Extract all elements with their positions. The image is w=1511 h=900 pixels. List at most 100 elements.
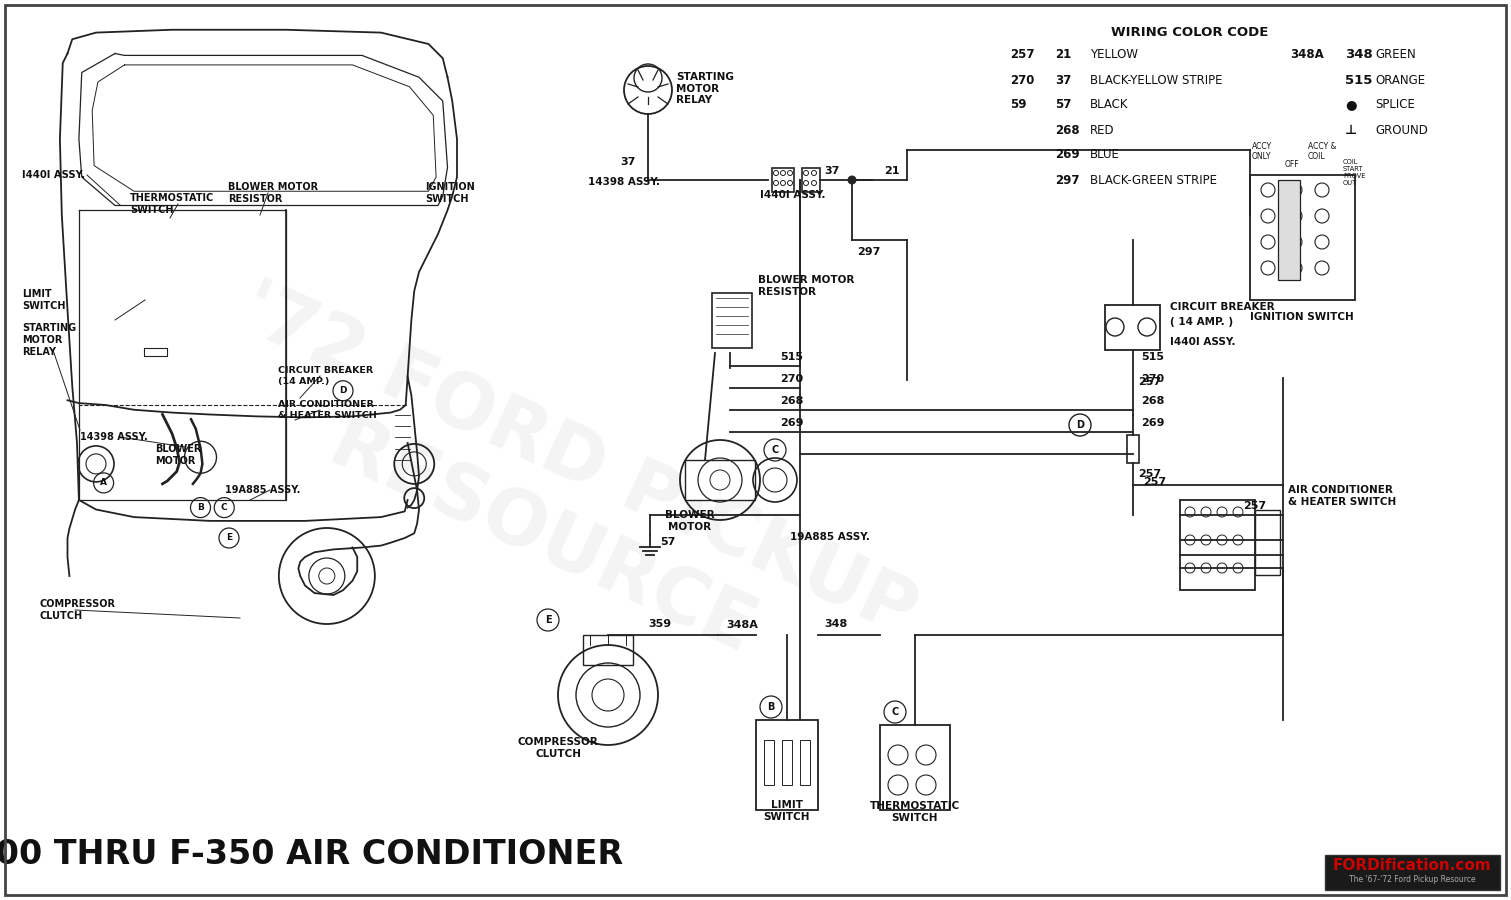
Text: BLUE: BLUE [1089, 148, 1120, 161]
Text: SPLICE: SPLICE [1375, 98, 1414, 112]
Bar [583, 635, 633, 665]
Text: STARTING
MOTOR
RELAY: STARTING MOTOR RELAY [675, 72, 734, 105]
Text: GROUND: GROUND [1375, 123, 1428, 137]
Bar [684, 460, 756, 500]
Text: 37: 37 [620, 157, 635, 167]
Text: 515: 515 [1345, 74, 1372, 86]
Text: 268: 268 [1141, 396, 1165, 406]
Text: BLOWER
MOTOR: BLOWER MOTOR [156, 445, 201, 466]
Text: BLOWER
MOTOR: BLOWER MOTOR [665, 510, 715, 532]
Text: I440I ASSY.: I440I ASSY. [1170, 337, 1236, 347]
Text: BLOWER MOTOR
RESISTOR: BLOWER MOTOR RESISTOR [228, 182, 319, 203]
Text: 270: 270 [780, 374, 804, 384]
Text: 37: 37 [1055, 74, 1071, 86]
Text: COIL
START
PROVE
OUT: COIL START PROVE OUT [1343, 159, 1366, 186]
Text: ACCY
ONLY: ACCY ONLY [1253, 141, 1272, 161]
Bar [684, 460, 756, 500]
Text: ( 14 AMP. ): ( 14 AMP. ) [1170, 317, 1233, 327]
Bar [1250, 175, 1355, 300]
Text: 37: 37 [823, 166, 840, 176]
Text: I440I ASSY.: I440I ASSY. [760, 190, 825, 200]
Text: I440I ASSY.: I440I ASSY. [23, 170, 85, 180]
Text: B: B [196, 503, 204, 512]
Bar [756, 720, 817, 810]
Text: IGNITION
SWITCH: IGNITION SWITCH [425, 182, 474, 203]
Text: GREEN: GREEN [1375, 49, 1416, 61]
Text: 57: 57 [1055, 98, 1071, 112]
Text: 19A885 ASSY.: 19A885 ASSY. [790, 532, 870, 542]
Bar [802, 168, 820, 192]
Text: 21: 21 [884, 166, 899, 176]
Text: CIRCUIT BREAKER: CIRCUIT BREAKER [1170, 302, 1275, 312]
Text: C: C [221, 503, 228, 512]
Text: '72 FORD PICKUP
RESOURCE: '72 FORD PICKUP RESOURCE [192, 272, 928, 728]
Text: 268: 268 [1055, 123, 1080, 137]
Bar [772, 168, 793, 192]
Text: E: E [227, 534, 233, 543]
Text: 59: 59 [1009, 98, 1026, 112]
Text: C: C [772, 445, 778, 455]
Text: BLACK: BLACK [1089, 98, 1129, 112]
Bar [1127, 435, 1139, 463]
Text: D: D [1076, 420, 1083, 430]
Circle shape [848, 176, 857, 184]
Text: 515: 515 [780, 352, 802, 362]
Text: 257: 257 [1142, 477, 1166, 487]
Text: D: D [340, 386, 346, 395]
Text: AIR CONDITIONER
& HEATER SWITCH: AIR CONDITIONER & HEATER SWITCH [1287, 485, 1396, 507]
Text: CIRCUIT BREAKER
(14 AMP.): CIRCUIT BREAKER (14 AMP.) [278, 366, 373, 386]
Text: WIRING COLOR CODE: WIRING COLOR CODE [1111, 25, 1269, 39]
Text: BLACK-YELLOW STRIPE: BLACK-YELLOW STRIPE [1089, 74, 1222, 86]
Text: 257: 257 [1138, 377, 1160, 387]
Text: ACCY &
COIL: ACCY & COIL [1309, 141, 1337, 161]
Text: ⊥: ⊥ [1345, 123, 1357, 137]
Text: 359: 359 [648, 619, 671, 629]
Text: AIR CONDITIONER
& HEATER SWITCH: AIR CONDITIONER & HEATER SWITCH [278, 400, 376, 419]
Text: 348: 348 [823, 619, 848, 629]
Text: COMPRESSOR
CLUTCH: COMPRESSOR CLUTCH [39, 599, 116, 621]
Text: E: E [544, 615, 552, 625]
Text: OFF: OFF [1284, 160, 1299, 169]
Text: STARTING
MOTOR
RELAY: STARTING MOTOR RELAY [23, 323, 76, 356]
Text: 14398 ASSY.: 14398 ASSY. [588, 177, 660, 187]
Bar [765, 740, 774, 785]
Text: B: B [768, 702, 775, 712]
Text: 348A: 348A [725, 620, 759, 630]
Text: F-100 THRU F-350 AIR CONDITIONER: F-100 THRU F-350 AIR CONDITIONER [0, 839, 623, 871]
Text: 57: 57 [660, 537, 675, 547]
Text: 348: 348 [1345, 49, 1373, 61]
Text: 257: 257 [1009, 49, 1035, 61]
Text: The '67-'72 Ford Pickup Resource: The '67-'72 Ford Pickup Resource [1349, 876, 1475, 885]
Text: 268: 268 [780, 396, 804, 406]
Text: 269: 269 [1055, 148, 1080, 161]
Bar [879, 725, 950, 810]
Text: 19A885 ASSY.: 19A885 ASSY. [225, 485, 301, 495]
Text: 270: 270 [1141, 374, 1163, 384]
Text: FORDification.com: FORDification.com [1333, 859, 1491, 874]
Text: 297: 297 [857, 247, 881, 257]
Text: 257: 257 [1244, 501, 1266, 511]
Bar [1325, 855, 1500, 890]
Text: 269: 269 [780, 418, 804, 428]
Text: RED: RED [1089, 123, 1115, 137]
Text: 14398 ASSY.: 14398 ASSY. [80, 432, 148, 442]
Bar [1256, 510, 1280, 575]
Bar [1180, 500, 1256, 590]
Text: 515: 515 [1141, 352, 1163, 362]
Text: 269: 269 [1141, 418, 1165, 428]
Bar [1278, 180, 1299, 280]
Text: BLACK-GREEN STRIPE: BLACK-GREEN STRIPE [1089, 174, 1216, 186]
Bar [783, 740, 792, 785]
Bar [799, 740, 810, 785]
Text: LIMIT
SWITCH: LIMIT SWITCH [763, 800, 810, 822]
Text: ●: ● [1345, 98, 1357, 112]
Text: 348A: 348A [1290, 49, 1324, 61]
Text: THERMOSTATIC
SWITCH: THERMOSTATIC SWITCH [870, 801, 959, 823]
Text: ORANGE: ORANGE [1375, 74, 1425, 86]
Text: 257: 257 [1138, 469, 1160, 479]
Text: 297: 297 [1055, 174, 1079, 186]
Bar [1105, 305, 1160, 350]
Text: BLOWER MOTOR
RESISTOR: BLOWER MOTOR RESISTOR [759, 275, 854, 297]
Text: IGNITION SWITCH: IGNITION SWITCH [1250, 312, 1354, 322]
Text: THERMOSTATIC
SWITCH: THERMOSTATIC SWITCH [130, 194, 215, 215]
